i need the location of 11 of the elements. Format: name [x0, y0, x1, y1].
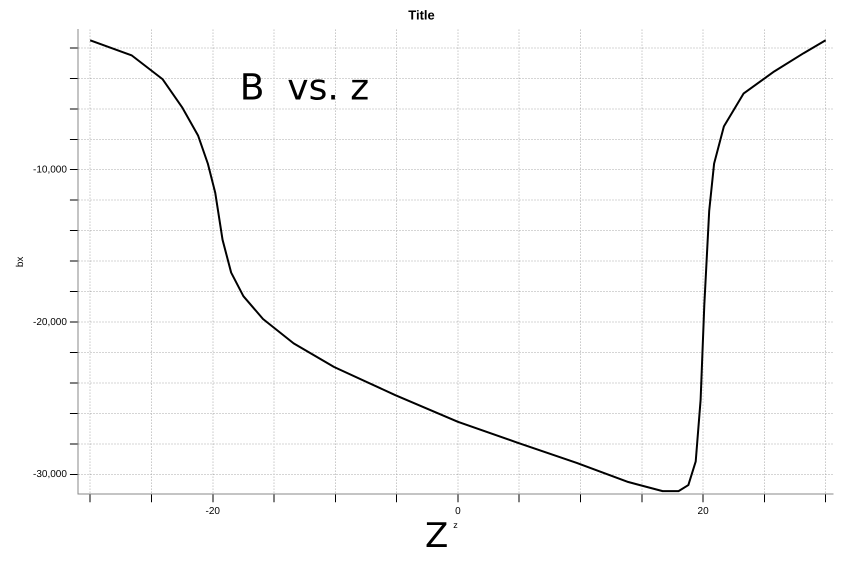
annotation: B vs. z [240, 67, 370, 108]
x-tick-label: -20 [206, 506, 220, 517]
y-axis-title: bx [14, 256, 26, 268]
y-tick-label: -10,000 [32, 164, 68, 176]
chart-title: Title [408, 7, 435, 22]
y-tick-label: -30,000 [32, 469, 68, 480]
x-axis-title: z [453, 520, 458, 530]
x-tick-label: 20 [698, 506, 710, 517]
y-tick-label: -20,000 [32, 316, 68, 328]
x-tick-label: 0 [455, 506, 462, 517]
text: Z [424, 516, 448, 556]
